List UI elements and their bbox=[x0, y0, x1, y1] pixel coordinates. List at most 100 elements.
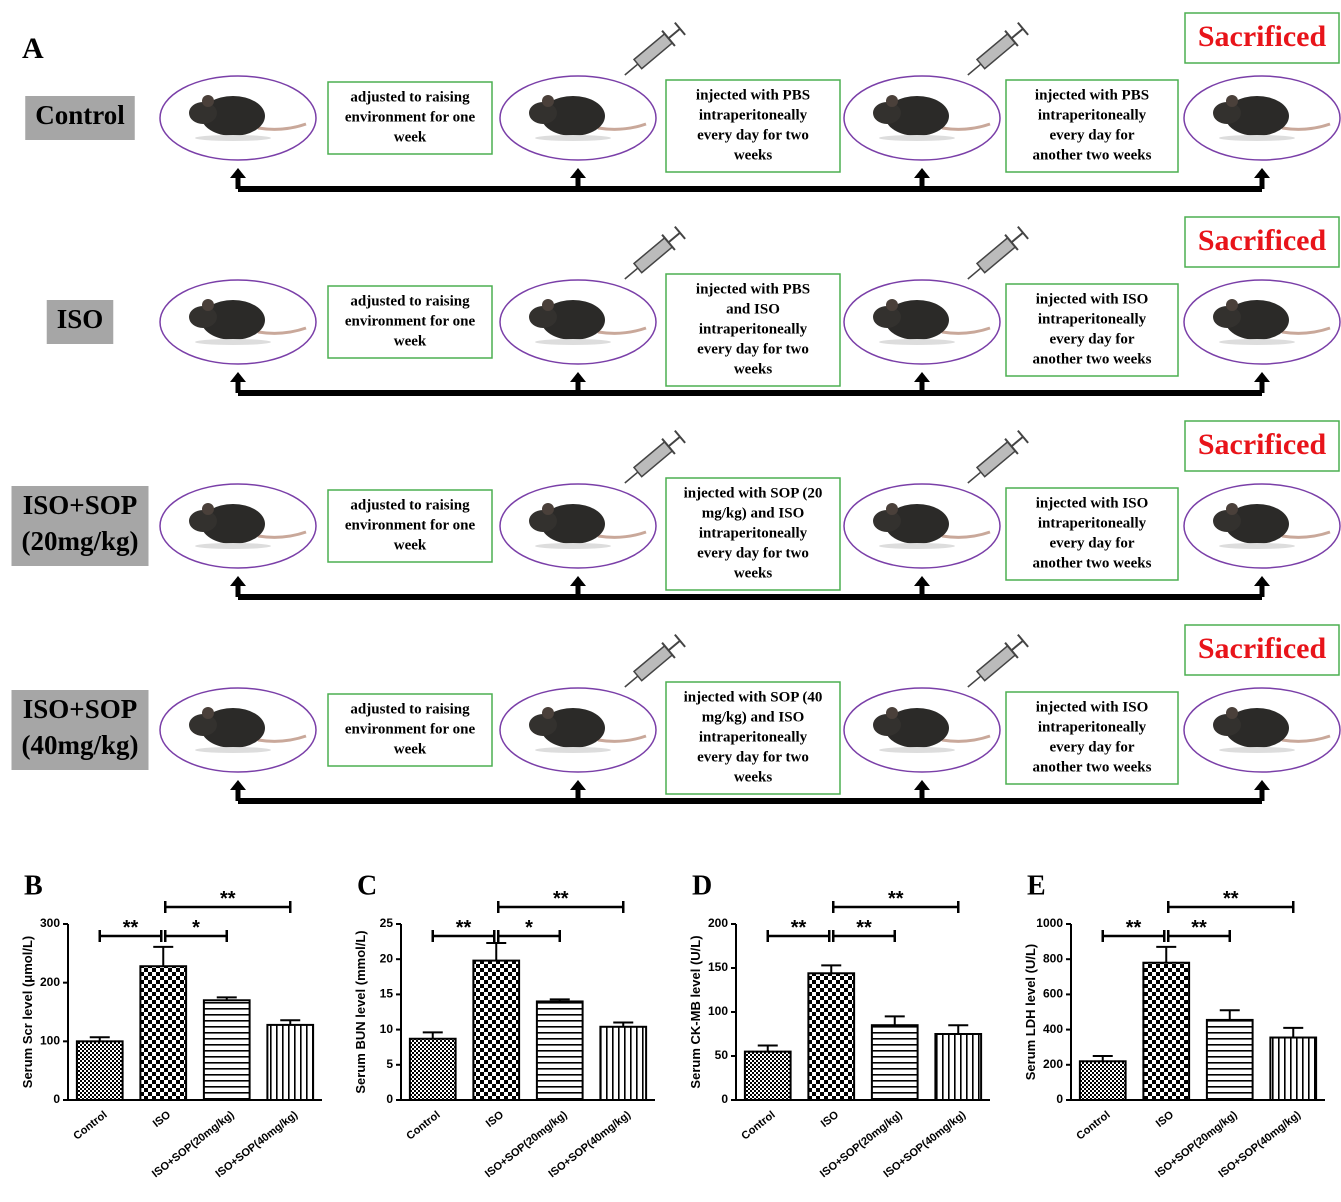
y-tick-label: 1000 bbox=[1036, 916, 1063, 930]
step-text: week bbox=[394, 333, 427, 349]
timeline-arrowhead bbox=[230, 780, 246, 790]
bar bbox=[600, 1027, 646, 1100]
step-text: every day for bbox=[1050, 535, 1135, 551]
step-text: every day for bbox=[1050, 127, 1135, 143]
x-tick-label: ISO bbox=[151, 1109, 174, 1130]
step-text: weeks bbox=[734, 565, 772, 581]
step-text: environment for one bbox=[345, 721, 476, 737]
timeline-arrowhead bbox=[1254, 780, 1270, 790]
timeline-arrowhead bbox=[570, 372, 586, 382]
y-tick-label: 800 bbox=[1043, 951, 1063, 965]
step-text: environment for one bbox=[345, 517, 476, 533]
mouse-shadow bbox=[879, 543, 955, 549]
step-text: week bbox=[394, 741, 427, 757]
mouse-shadow bbox=[195, 747, 271, 753]
y-tick-label: 400 bbox=[1043, 1022, 1063, 1036]
mouse-head bbox=[189, 714, 217, 736]
step-text: injected with ISO bbox=[1036, 495, 1149, 511]
step-text: injected with PBS bbox=[1035, 87, 1149, 103]
syringe-barrel bbox=[977, 646, 1015, 681]
step-text: every day for two bbox=[697, 545, 809, 561]
step-text: intraperitoneally bbox=[699, 321, 808, 337]
x-tick-label: ISO bbox=[484, 1109, 507, 1130]
step-text: intraperitoneally bbox=[1038, 107, 1147, 123]
y-axis-label: Serum LDH level (U/L) bbox=[1023, 944, 1038, 1081]
end-label: Sacrificed bbox=[1198, 632, 1327, 665]
step-text: every day for two bbox=[697, 749, 809, 765]
mouse-shadow bbox=[535, 543, 611, 549]
y-tick-label: 50 bbox=[715, 1048, 729, 1062]
step-text: every day for bbox=[1050, 739, 1135, 755]
mouse-ear bbox=[542, 707, 554, 719]
y-tick-label: 0 bbox=[1056, 1092, 1063, 1106]
x-tick-label: ISO bbox=[1154, 1109, 1177, 1130]
step-text: and ISO bbox=[726, 301, 780, 317]
syringe-barrel bbox=[977, 442, 1015, 477]
step-text: mg/kg) and ISO bbox=[702, 709, 805, 725]
step-text: weeks bbox=[734, 147, 772, 163]
mouse-ear bbox=[886, 299, 898, 311]
mouse-head bbox=[873, 714, 901, 736]
mouse-ear bbox=[542, 299, 554, 311]
y-tick-label: 600 bbox=[1043, 987, 1063, 1001]
timeline-arrowhead bbox=[1254, 168, 1270, 178]
step-text: another two weeks bbox=[1033, 555, 1152, 571]
y-tick-label: 0 bbox=[53, 1092, 60, 1106]
y-tick-label: 10 bbox=[380, 1022, 394, 1036]
mouse-head bbox=[529, 714, 557, 736]
bar bbox=[473, 961, 519, 1100]
page: A Control adjusted to raising environment … bbox=[0, 0, 1341, 1202]
syringe-needle bbox=[625, 64, 638, 75]
syringe-plunger bbox=[1011, 641, 1022, 651]
syringe-plunger bbox=[668, 641, 679, 651]
syringe-needle bbox=[968, 64, 981, 75]
mouse-ear bbox=[202, 707, 214, 719]
syringe-needle bbox=[968, 268, 981, 279]
mouse-shadow bbox=[879, 339, 955, 345]
mouse-shadow bbox=[195, 339, 271, 345]
step-text: injected with PBS bbox=[696, 281, 810, 297]
group-label: Control bbox=[35, 100, 125, 130]
group-label: ISO+SOP bbox=[23, 490, 137, 520]
group-label: (20mg/kg) bbox=[22, 526, 139, 556]
mouse-shadow bbox=[195, 543, 271, 549]
mouse-head bbox=[529, 510, 557, 532]
syringe-needle bbox=[625, 676, 638, 687]
chart-title: C bbox=[357, 870, 377, 901]
mouse-ear bbox=[886, 707, 898, 719]
chart-title: D bbox=[692, 870, 712, 901]
significance-label: ** bbox=[856, 917, 872, 939]
mouse-head bbox=[529, 102, 557, 124]
bar bbox=[140, 966, 186, 1100]
group-label: (40mg/kg) bbox=[22, 730, 139, 760]
y-axis-label: Serum BUN level (mmol/L) bbox=[353, 930, 368, 1093]
syringe bbox=[618, 21, 686, 83]
step-text: every day for bbox=[1050, 331, 1135, 347]
mouse-shadow bbox=[1219, 543, 1295, 549]
step-text: environment for one bbox=[345, 109, 476, 125]
step-text: injected with ISO bbox=[1036, 699, 1149, 715]
panel-label: A bbox=[22, 32, 44, 65]
timeline-arrowhead bbox=[230, 372, 246, 382]
bar bbox=[745, 1052, 791, 1100]
step-text: weeks bbox=[734, 361, 772, 377]
timeline-arrowhead bbox=[914, 780, 930, 790]
mouse-head bbox=[189, 510, 217, 532]
step-text: every day for two bbox=[697, 127, 809, 143]
mouse-ear bbox=[1226, 503, 1238, 515]
bar bbox=[77, 1041, 123, 1100]
mouse-shadow bbox=[1219, 339, 1295, 345]
step-text: intraperitoneally bbox=[699, 107, 808, 123]
step-text: another two weeks bbox=[1033, 147, 1152, 163]
step-text: week bbox=[394, 129, 427, 145]
step-text: every day for two bbox=[697, 341, 809, 357]
syringe-plunger bbox=[1011, 233, 1022, 243]
x-tick-label: Control bbox=[739, 1109, 777, 1143]
mouse-head bbox=[1213, 102, 1241, 124]
mouse-shadow bbox=[535, 339, 611, 345]
timeline-arrowhead bbox=[570, 780, 586, 790]
mouse-shadow bbox=[195, 135, 271, 141]
mouse-head bbox=[1213, 714, 1241, 736]
step-text: another two weeks bbox=[1033, 351, 1152, 367]
step-text: adjusted to raising bbox=[350, 701, 470, 717]
